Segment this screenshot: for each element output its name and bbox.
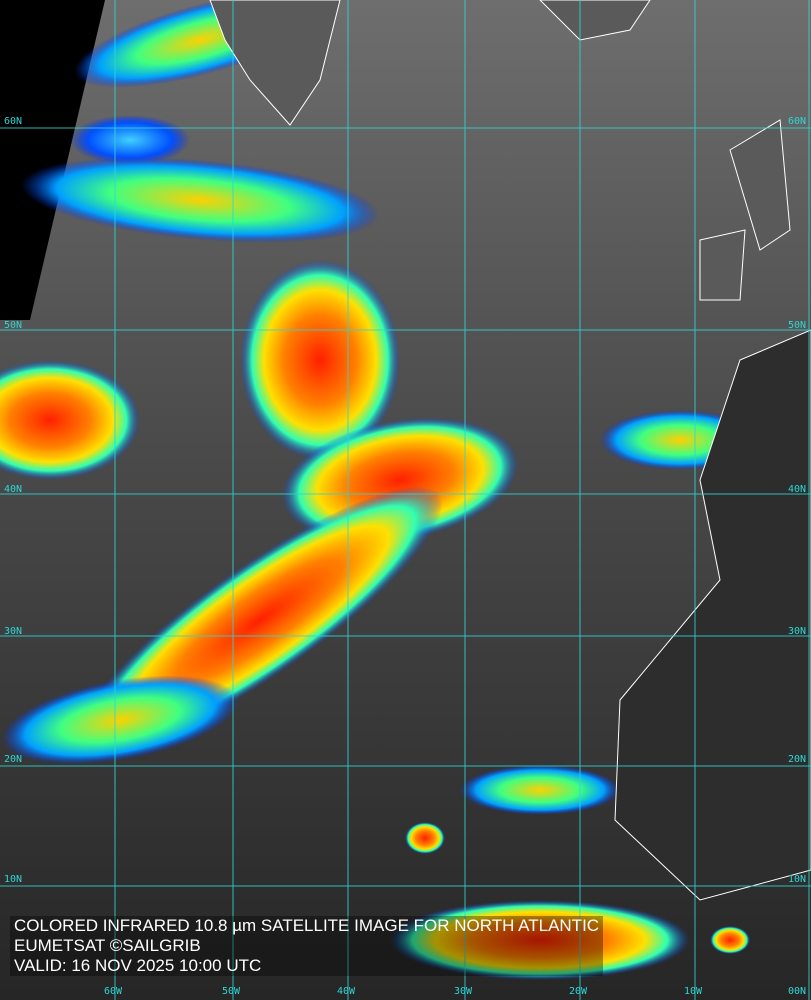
lat-label-40n-right: 40N — [788, 484, 807, 495]
caption-title: COLORED INFRARED 10.8 µm SATELLITE IMAGE… — [14, 916, 600, 935]
lat-label-10n: 10N — [4, 874, 23, 885]
lon-label-10w: 10W — [684, 986, 703, 997]
lat-label-60n: 60N — [4, 116, 23, 127]
caption-valid-time: VALID: 16 NOV 2025 10:00 UTC — [14, 956, 262, 975]
lat-label-50n: 50N — [4, 320, 23, 331]
caption-source: EUMETSAT ©SAILGRIB — [14, 936, 201, 955]
lon-label-40w: 40W — [337, 986, 356, 997]
lon-label-00: 00N — [788, 986, 807, 997]
coastlines — [209, 0, 811, 901]
lat-label-50n-right: 50N — [788, 320, 807, 331]
image-caption: COLORED INFRARED 10.8 µm SATELLITE IMAGE… — [10, 916, 604, 976]
lon-label-60w: 60W — [104, 986, 123, 997]
lat-label-30n-right: 30N — [788, 626, 807, 637]
lat-label-20n: 20N — [4, 754, 23, 765]
lon-label-20w: 20W — [569, 986, 588, 997]
lat-label-30n: 30N — [4, 626, 23, 637]
lat-label-60n-right: 60N — [788, 116, 807, 127]
lon-label-30w: 30W — [454, 986, 473, 997]
no-data-area — [0, 0, 105, 320]
lat-label-10n-right: 10N — [788, 874, 807, 885]
lat-label-40n: 40N — [4, 484, 23, 495]
lat-label-20n-right: 20N — [788, 754, 807, 765]
lon-label-50w: 50W — [222, 986, 241, 997]
